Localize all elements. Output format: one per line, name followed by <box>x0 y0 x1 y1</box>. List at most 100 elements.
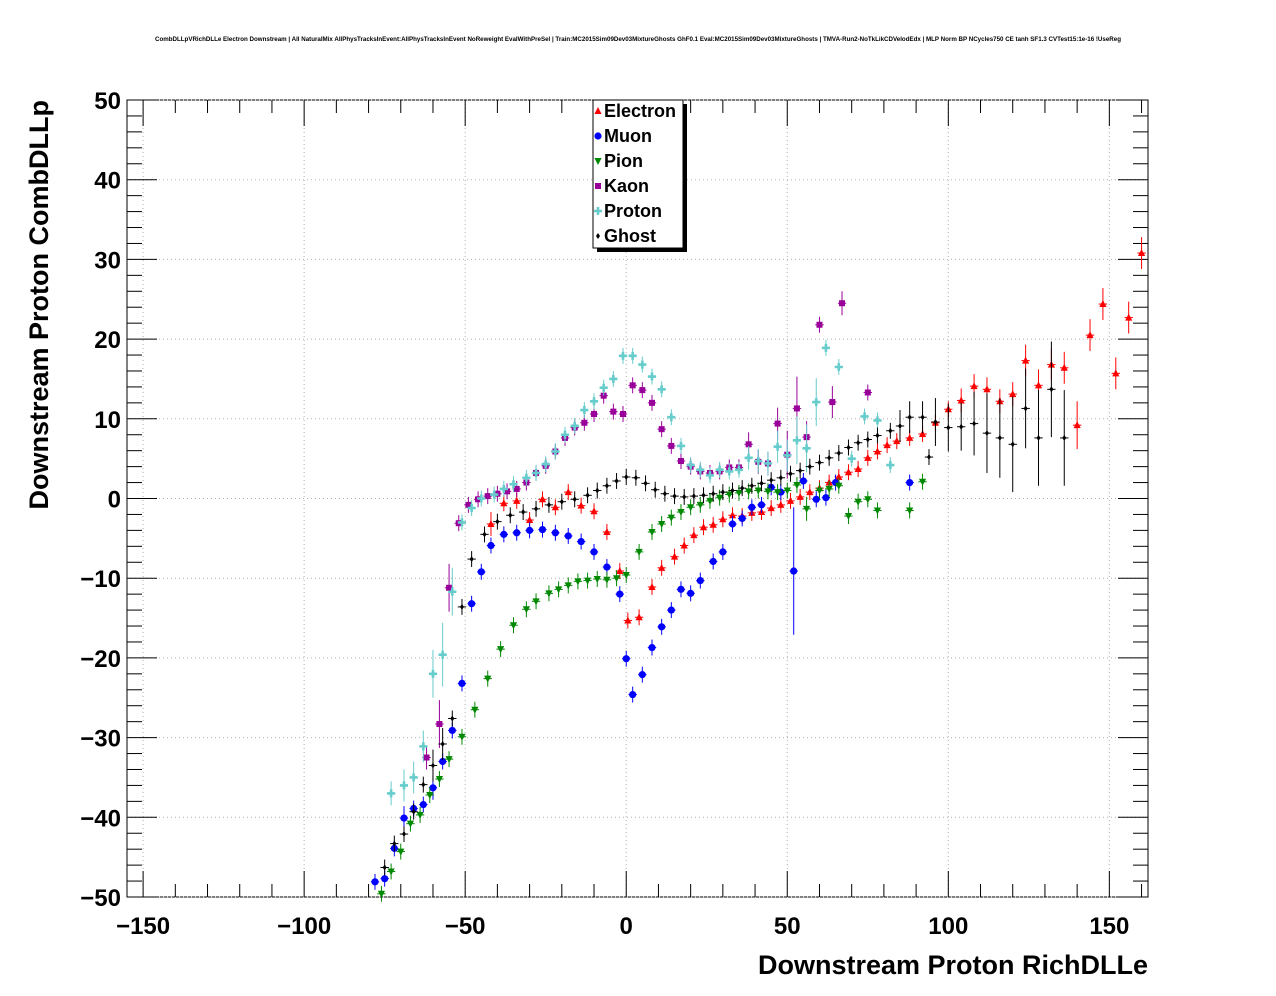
y-tick-label: −30 <box>80 726 121 753</box>
data-point <box>793 481 801 489</box>
data-point <box>490 490 499 499</box>
data-point <box>522 473 531 482</box>
data-point <box>918 478 927 486</box>
data-point <box>513 529 521 537</box>
y-axis-title: Downstream Proton CombDLLp <box>24 100 54 510</box>
data-point <box>691 493 696 500</box>
legend-entries: Electron Muon Pion Kaon Proton Ghost <box>594 101 676 246</box>
data-point <box>421 781 426 788</box>
data-point <box>835 472 843 480</box>
data-point <box>798 467 803 474</box>
data-point <box>763 459 772 468</box>
data-point <box>970 382 978 390</box>
data-point <box>799 477 807 485</box>
data-point <box>873 447 882 455</box>
data-point <box>745 441 752 448</box>
data-point <box>1022 356 1030 364</box>
legend-marker <box>596 233 600 239</box>
data-point <box>658 426 665 433</box>
legend-label: Muon <box>604 126 652 146</box>
data-point <box>495 518 500 525</box>
data-point <box>829 399 836 406</box>
data-point <box>409 773 418 782</box>
data-point <box>764 488 772 496</box>
x-axis-title: Downstream Proton RichDLLe <box>758 950 1148 980</box>
data-point <box>1137 249 1146 257</box>
legend-label: Ghost <box>604 226 656 246</box>
legend-entry-kaon: Kaon <box>595 176 649 196</box>
data-point <box>888 427 893 434</box>
data-point <box>423 754 430 761</box>
data-point <box>465 501 472 508</box>
data-point <box>783 451 792 460</box>
data-point <box>532 468 541 477</box>
data-point <box>439 757 447 766</box>
y-tick-label: 50 <box>94 88 121 115</box>
data-point <box>802 444 811 453</box>
data-point <box>459 603 464 610</box>
data-point <box>482 531 487 538</box>
data-point <box>538 495 547 503</box>
data-point <box>564 582 572 590</box>
data-point <box>687 504 695 512</box>
data-point <box>687 589 695 597</box>
data-point <box>477 568 485 576</box>
y-tick-label: 10 <box>94 407 121 434</box>
data-point <box>854 465 862 473</box>
data-point <box>487 520 495 528</box>
x-tick-label: 100 <box>928 913 968 940</box>
data-point <box>381 875 389 883</box>
data-point <box>682 493 687 500</box>
data-point <box>581 419 588 426</box>
data-point <box>499 484 508 493</box>
legend-entry-ghost: Ghost <box>596 226 656 246</box>
y-tick-label: −40 <box>80 805 121 832</box>
data-point <box>603 576 611 584</box>
data-point <box>786 496 795 504</box>
data-point <box>497 646 505 654</box>
data-point <box>508 512 513 519</box>
data-point <box>812 495 820 503</box>
data-point <box>638 671 646 679</box>
data-point <box>619 351 628 360</box>
data-point <box>500 499 508 507</box>
data-point <box>534 505 539 512</box>
data-point <box>647 372 656 381</box>
data-point <box>754 457 763 466</box>
data-point <box>806 488 814 496</box>
data-point <box>458 679 466 688</box>
chart-title: CombDLLpVRichDLLe Electron Downstream | … <box>155 36 1121 43</box>
data-point <box>430 762 435 769</box>
data-point <box>387 868 395 876</box>
data-point <box>773 442 782 451</box>
data-point <box>844 468 853 476</box>
y-tick-label: −50 <box>80 885 121 912</box>
data-point <box>484 493 491 500</box>
data-point <box>521 509 526 516</box>
data-point <box>677 585 685 593</box>
data-point <box>705 471 714 480</box>
y-tick-label: −10 <box>80 566 121 593</box>
data-point <box>897 422 902 429</box>
data-point <box>918 429 927 437</box>
data-point <box>570 421 579 430</box>
data-point <box>616 567 624 575</box>
data-point <box>440 740 445 747</box>
data-point <box>728 511 737 519</box>
data-point <box>835 482 843 490</box>
data-points <box>370 237 1146 902</box>
data-point <box>668 442 675 449</box>
data-point <box>446 584 453 591</box>
data-point <box>577 537 585 546</box>
data-point <box>445 756 453 764</box>
data-point <box>429 784 437 792</box>
data-point <box>612 575 621 583</box>
data-point <box>827 454 832 461</box>
x-tick-label: −50 <box>445 913 486 940</box>
data-point <box>748 503 756 511</box>
data-point <box>701 492 706 499</box>
data-point <box>864 389 871 396</box>
data-point <box>583 577 592 585</box>
data-point <box>844 513 853 521</box>
data-point <box>629 690 637 699</box>
